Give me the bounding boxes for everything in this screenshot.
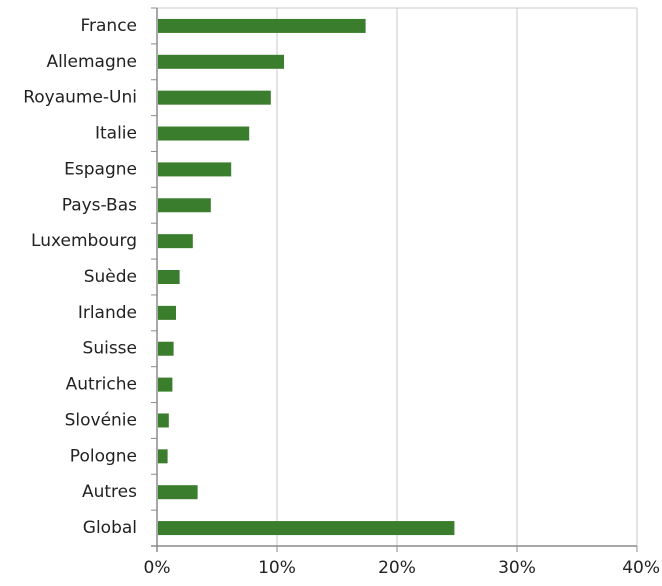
category-labels: France Allemagne Royaume-Uni Italie Espagne P… [23,16,137,538]
bar-2 [158,90,271,105]
bar-3 [158,126,250,141]
x-tick-label: 0% [144,558,171,578]
bar-7 [158,270,180,284]
category-label: Italie [95,124,137,144]
bar-14 [158,521,455,536]
bar-0 [158,18,366,33]
x-tick-label: 20% [378,558,416,578]
category-label: Autriche [66,375,137,395]
category-label: Royaume-Uni [23,88,137,108]
category-label: Suisse [83,339,137,359]
category-label: Espagne [64,159,137,179]
category-label: Luxembourg [31,231,137,251]
axes [151,7,638,552]
category-label: Slovénie [65,410,137,430]
bar-11 [158,413,169,428]
x-tick-label: 30% [498,558,536,578]
x-tick-labels: 0% 10% 20% 30% 40% [144,558,660,578]
category-label: Suède [84,267,137,287]
bar-13 [158,485,198,500]
x-tick-label: 40% [622,558,660,578]
bar-9 [158,341,174,356]
category-label: Pays-Bas [62,195,137,215]
x-tick-label: 10% [258,558,296,578]
bar-8 [158,305,176,320]
bar-12 [158,449,168,464]
category-label: Global [83,518,137,538]
gridlines [157,7,638,546]
bars [158,18,455,536]
category-label: France [80,16,137,36]
bar-10 [158,377,173,392]
category-label: Irlande [78,303,137,323]
bar-6 [158,234,193,249]
bar-4 [158,162,232,177]
bar-1 [158,54,284,69]
category-label: Pologne [70,446,137,466]
category-label: Autres [82,482,137,502]
bar-5 [158,198,211,213]
category-label: Allemagne [46,52,137,72]
